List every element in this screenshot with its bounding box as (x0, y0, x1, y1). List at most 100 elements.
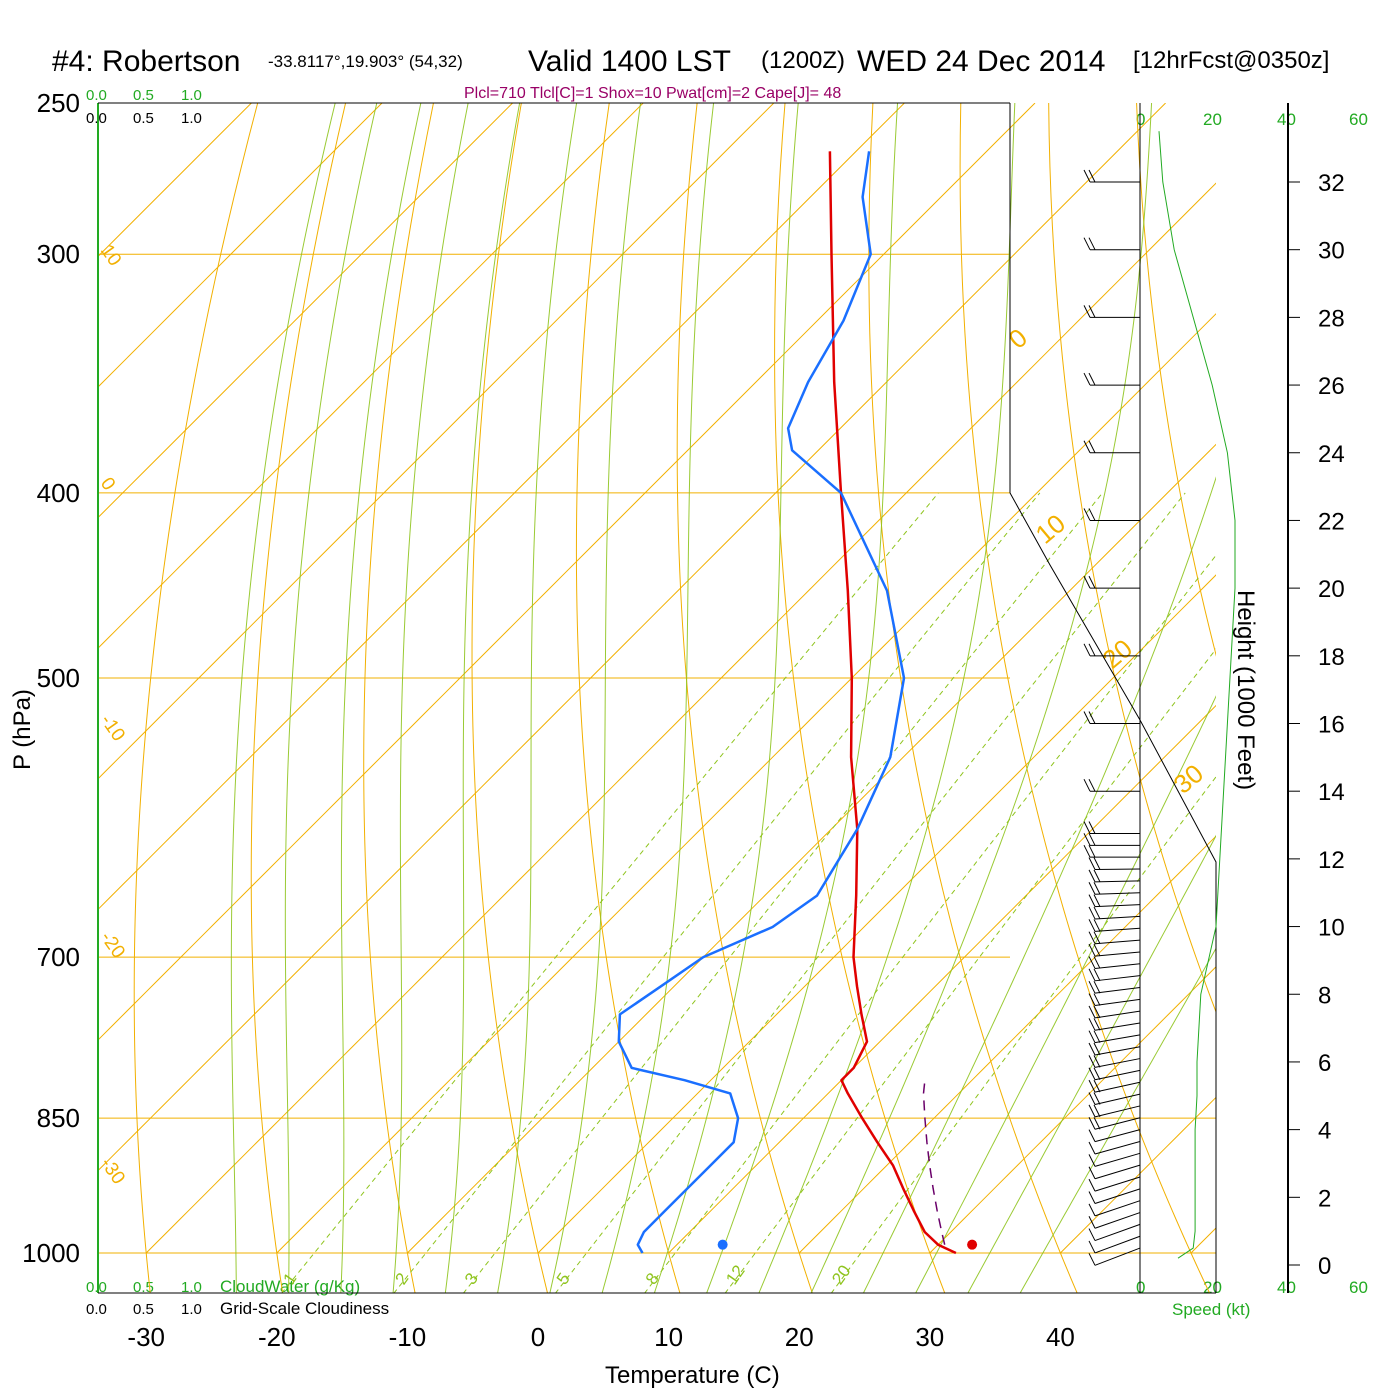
speed-top-tick-0: 0 (1136, 110, 1145, 129)
wind-barb-feather2-38 (1088, 643, 1096, 657)
mixing-ratio-8 (644, 554, 1216, 1293)
wind-barb-feather2-21 (1093, 993, 1101, 1006)
wind-barb-feather2-44 (1088, 237, 1096, 250)
wind-barb-feather-22 (1088, 980, 1096, 994)
dry-adiabat-90 (1312, 103, 1400, 1293)
station-coords: -33.8117°,19.903° (54,32) (268, 52, 463, 71)
wind-barb-feather2-18 (1093, 1030, 1101, 1043)
temperature-tick-0: 0 (531, 1322, 545, 1352)
moist-adiabat-0 (497, 103, 578, 1293)
wind-barb-feather-28 (1088, 906, 1096, 920)
wind-speed-line (1158, 131, 1236, 1259)
wind-barb-feather-23 (1088, 968, 1096, 982)
moist-adiabat--16 (284, 103, 378, 1293)
isotherm--60 (98, 103, 905, 911)
moist-adiabat--4 (444, 103, 521, 1293)
cloud-top-green-0: 0.0 (86, 87, 107, 104)
wind-barb-15 (1094, 1069, 1141, 1081)
mixing-ratio-1 (281, 492, 939, 1293)
height-tick-4: 4 (1318, 1118, 1331, 1145)
mixing-ratio-2 (393, 492, 1041, 1293)
wind-barb-feather-1 (1088, 1240, 1096, 1254)
cloud-top-green-1: 0.5 (133, 87, 154, 104)
height-tick-24: 24 (1318, 441, 1345, 468)
wind-barb-feather-14 (1088, 1079, 1096, 1093)
moist-adiabat-20 (758, 103, 1016, 1293)
wind-barb-feather2-32 (1093, 857, 1101, 870)
sounding-profiles (617, 151, 978, 1255)
wind-barb-2 (1094, 1223, 1141, 1242)
isotherm--90 (98, 103, 513, 519)
dry-adiabat-20 (676, 103, 813, 1293)
isotherm-30 (929, 966, 1216, 1254)
valid-time: Valid 1400 LST (528, 45, 731, 78)
wind-barb-feather2-34 (1088, 833, 1096, 846)
indices-line: Plcl=710 Tlcl[C]=1 Shox=10 Pwat[cm]=2 Ca… (464, 85, 841, 102)
wind-barb-feather2-24 (1093, 956, 1101, 969)
isotherm-label-right-3: 30 (1168, 758, 1209, 800)
height-tick-2: 2 (1318, 1185, 1331, 1212)
wind-barb-feather-44 (1083, 237, 1091, 250)
wind-barb-feather-20 (1088, 1005, 1096, 1019)
pressure-tick-850: 850 (37, 1103, 80, 1133)
isotherm-10 (668, 704, 1216, 1254)
moist-adiabat--8 (392, 103, 469, 1293)
wind-barb-feather-38 (1083, 643, 1091, 657)
temperature-tick--10: -10 (389, 1322, 427, 1352)
temperature-tick-30: 30 (915, 1322, 944, 1352)
wind-barb-18 (1094, 1034, 1141, 1044)
wind-barb-8 (1094, 1152, 1141, 1167)
height-tick-12: 12 (1318, 847, 1345, 874)
pressure-tick-500: 500 (37, 663, 80, 693)
wind-barb-19 (1094, 1022, 1141, 1031)
moist-adiabat-8 (601, 103, 715, 1293)
wind-barb-feather-26 (1088, 931, 1096, 944)
dry-adiabat-40 (868, 103, 1078, 1293)
isotherm-label-right-0: 0 (1003, 322, 1033, 354)
isotherm--20 (276, 313, 1216, 1254)
height-tick-20: 20 (1318, 576, 1345, 603)
wind-barb-feather-39 (1083, 575, 1091, 589)
wind-barb-feather2-28 (1093, 906, 1101, 920)
moist-adiabat-16 (706, 103, 899, 1293)
wind-barb-feather-36 (1083, 778, 1091, 792)
wind-barb-feather2-27 (1093, 919, 1101, 932)
wind-barb-feather2-35 (1088, 821, 1096, 834)
dry-adiabat-30 (774, 103, 946, 1293)
wind-barb-feather-42 (1083, 372, 1091, 386)
wind-barb-26 (1094, 939, 1141, 945)
wind-barb-feather2-41 (1088, 440, 1096, 453)
wind-barb-feather-13 (1088, 1092, 1096, 1105)
height-axis-label: Height (1000 Feet) (1232, 590, 1259, 790)
cloud-bottom-green-2: 1.0 (181, 1279, 202, 1296)
isotherm-40 (1060, 1096, 1216, 1254)
wind-barb-feather2-12 (1093, 1104, 1101, 1118)
speed-bottom-tick-60: 60 (1349, 1278, 1368, 1297)
moist-adiabat-4 (549, 103, 642, 1293)
wind-barb-12 (1094, 1105, 1141, 1118)
height-tick-26: 26 (1318, 373, 1345, 400)
wind-barb-feather-27 (1088, 919, 1096, 932)
isotherm-label-right-2: 20 (1097, 633, 1138, 675)
speed-axis-label: Speed (kt) (1172, 1300, 1250, 1319)
station-title: #4: Robertson (52, 45, 240, 78)
wind-barb-feather2-36 (1088, 778, 1096, 792)
cloud-scale-top: 0.0 0.5 1.0 0.0 0.5 1.0 (86, 87, 202, 127)
moist-adiabat--20 (230, 103, 336, 1293)
wind-barb-feather2-22 (1093, 980, 1101, 994)
wind-barb-5 (1094, 1188, 1141, 1204)
wind-barb-feather-10 (1088, 1129, 1096, 1142)
pressure-tick-700: 700 (37, 942, 80, 972)
wind-barb-feather-8 (1088, 1154, 1096, 1167)
pressure-axis-label: P (hPa) (9, 689, 36, 770)
height-tick-28: 28 (1318, 305, 1345, 332)
wind-barb-feather-34 (1083, 833, 1091, 846)
wind-barb-feather2-11 (1093, 1117, 1101, 1130)
mixing-ratio-label-2: 2 (392, 1269, 413, 1288)
isotherm--80 (98, 103, 644, 649)
wind-barb-feather2-14 (1093, 1079, 1101, 1093)
wind-barb-30 (1094, 892, 1141, 895)
wind-barb-13 (1094, 1093, 1141, 1106)
